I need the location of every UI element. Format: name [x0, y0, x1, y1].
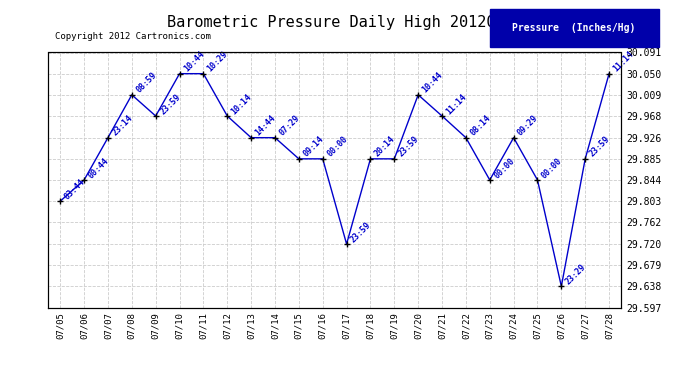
Text: 00:00: 00:00: [540, 156, 564, 180]
Text: 23:59: 23:59: [397, 135, 421, 159]
Text: 23:14: 23:14: [110, 114, 135, 138]
Text: 20:14: 20:14: [373, 135, 397, 159]
Text: 08:14: 08:14: [469, 114, 493, 138]
Text: 08:59: 08:59: [134, 71, 158, 95]
Text: 00:00: 00:00: [325, 135, 349, 159]
Text: 23:59: 23:59: [349, 220, 373, 244]
Text: Copyright 2012 Cartronics.com: Copyright 2012 Cartronics.com: [55, 32, 211, 41]
Text: 00:44: 00:44: [86, 156, 110, 180]
Text: 07:29: 07:29: [277, 114, 302, 138]
Text: 23:59: 23:59: [158, 92, 182, 116]
Text: 10:14: 10:14: [230, 92, 254, 116]
Text: 23:59: 23:59: [588, 135, 611, 159]
Text: 10:44: 10:44: [420, 71, 444, 95]
Text: 03:44: 03:44: [63, 177, 87, 201]
Text: 14:44: 14:44: [253, 114, 277, 138]
Text: Barometric Pressure Daily High 20120729: Barometric Pressure Daily High 20120729: [167, 15, 523, 30]
Text: 10:29: 10:29: [206, 50, 230, 74]
Text: 09:14: 09:14: [302, 135, 325, 159]
Text: 11:14: 11:14: [611, 50, 635, 74]
Text: 00:00: 00:00: [492, 156, 516, 180]
Text: 10:44: 10:44: [182, 50, 206, 74]
Text: 09:29: 09:29: [516, 114, 540, 138]
Text: 11:14: 11:14: [444, 92, 469, 116]
Text: 23:29: 23:29: [564, 262, 588, 286]
Text: Pressure  (Inches/Hg): Pressure (Inches/Hg): [513, 23, 635, 33]
